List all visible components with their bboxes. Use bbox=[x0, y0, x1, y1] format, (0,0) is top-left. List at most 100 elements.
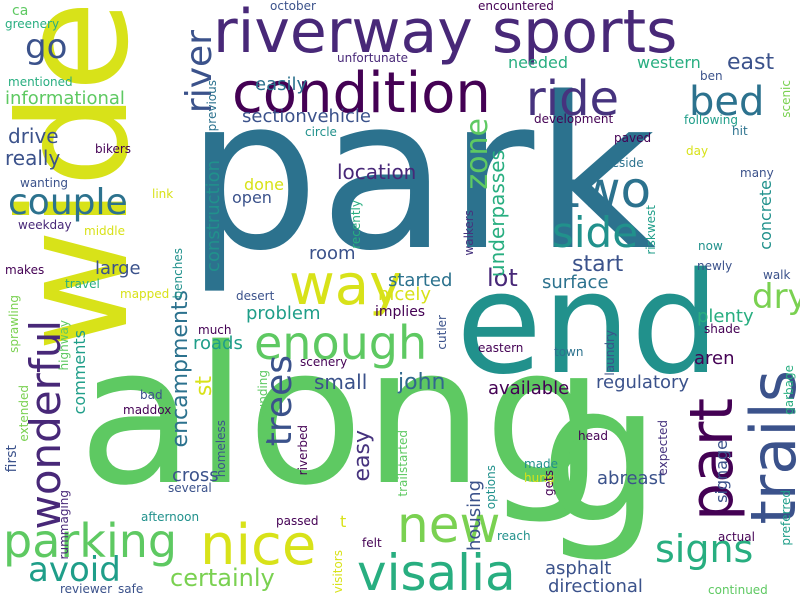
word-eastern: eastern bbox=[478, 341, 524, 355]
word-rummaging: rummaging bbox=[57, 490, 71, 560]
word-laundry: laundry bbox=[603, 330, 617, 376]
word-needed: needed bbox=[508, 53, 568, 72]
word-mentioned: mentioned bbox=[8, 75, 73, 89]
word-continued: continued bbox=[708, 583, 768, 597]
word-travel: travel bbox=[65, 277, 100, 291]
word-g: g bbox=[540, 344, 661, 565]
word-recently: recently bbox=[349, 200, 363, 249]
word-new: new bbox=[397, 496, 501, 554]
word-park: park bbox=[186, 52, 656, 297]
word-sectionvehicle: sectionvehicle bbox=[242, 106, 371, 127]
word-desert: desert bbox=[236, 289, 275, 303]
word-two: two bbox=[560, 161, 652, 219]
word-afternoon: afternoon bbox=[141, 510, 200, 524]
word-location: location bbox=[337, 160, 417, 184]
word-beside: beside bbox=[604, 156, 644, 170]
word-john: john bbox=[398, 370, 446, 395]
word-informational: informational bbox=[5, 88, 125, 109]
word-regulatory: regulatory bbox=[596, 372, 690, 393]
word-following: following bbox=[684, 113, 738, 127]
word-mapped: mapped bbox=[120, 287, 170, 301]
word-done: done bbox=[244, 175, 284, 194]
word-middle: middle bbox=[84, 224, 125, 238]
word-several: several bbox=[168, 481, 212, 495]
word-aren: aren bbox=[694, 348, 735, 369]
word-large: large bbox=[95, 258, 141, 279]
word-head: head bbox=[578, 429, 608, 443]
word-bikers: bikers bbox=[95, 142, 132, 156]
word-much: much bbox=[198, 323, 232, 337]
word-abreast: abreast bbox=[597, 468, 666, 489]
word-way: way bbox=[289, 253, 403, 318]
word-first: first bbox=[4, 445, 20, 473]
word-bad: bad bbox=[140, 388, 163, 402]
word-homeless: homeless bbox=[214, 420, 228, 478]
word-cutler: cutler bbox=[435, 315, 449, 350]
word-underpasses: underpasses bbox=[485, 150, 509, 278]
word-open: open bbox=[232, 188, 272, 207]
word-easy: easy bbox=[350, 430, 375, 482]
word-concrete: concrete bbox=[756, 180, 775, 250]
word-riskwest: riskwest bbox=[644, 205, 658, 255]
word-dry: dry bbox=[752, 277, 800, 317]
word-greenery: greenery bbox=[5, 17, 60, 31]
word-options: options bbox=[484, 465, 498, 510]
word-maddox: maddox bbox=[123, 403, 172, 417]
word-shade: shade bbox=[704, 322, 741, 336]
word-ben: ben bbox=[700, 69, 723, 83]
word-october: october bbox=[270, 0, 316, 13]
word-many: many bbox=[740, 166, 774, 180]
word-surrounding: surrounding bbox=[256, 370, 270, 442]
word-couple: couple bbox=[8, 182, 128, 223]
word-expected: expected bbox=[656, 420, 670, 476]
word-construction: construction bbox=[203, 160, 224, 272]
word-riverway-sports: riverway sports bbox=[213, 0, 678, 67]
word-encampments: encampments bbox=[168, 290, 193, 448]
word-extended: extended bbox=[17, 385, 31, 442]
word-weekday: weekday bbox=[18, 218, 72, 232]
word-roads: roads bbox=[193, 333, 243, 354]
word-go: go bbox=[25, 27, 68, 67]
word-riverbed: riverbed bbox=[296, 425, 310, 476]
word-makes: makes bbox=[5, 263, 45, 277]
word-unfortunate: unfortunate bbox=[337, 51, 409, 65]
word-newly: newly bbox=[697, 259, 733, 273]
word-nicely: nicely bbox=[378, 284, 432, 305]
word-circle: circle bbox=[305, 125, 337, 139]
word-safe: safe bbox=[118, 582, 144, 596]
word-link: link bbox=[152, 187, 174, 201]
word-east: east bbox=[727, 50, 775, 75]
word-previous: previous bbox=[205, 80, 219, 132]
word-day: day bbox=[686, 144, 709, 158]
word-walk: walk bbox=[763, 268, 791, 282]
word-surface: surface bbox=[542, 272, 609, 293]
word-cross: cross bbox=[172, 465, 219, 486]
word-really: really bbox=[5, 146, 61, 170]
word-made: made bbox=[524, 457, 559, 471]
word-actual: actual bbox=[718, 530, 755, 544]
word-started: started bbox=[388, 270, 453, 291]
word-reach: reach bbox=[497, 529, 531, 543]
word-ca: ca bbox=[12, 3, 29, 19]
word-end: end bbox=[456, 243, 720, 406]
word-directional: directional bbox=[548, 576, 643, 597]
word-ride: ride bbox=[526, 71, 620, 127]
word-certainly: certainly bbox=[170, 564, 275, 592]
word-t: t bbox=[340, 512, 347, 531]
word-lot: lot bbox=[487, 264, 518, 292]
word-plenty: plenty bbox=[697, 306, 754, 327]
word-benches: benches bbox=[171, 248, 185, 299]
word-easily: easily bbox=[255, 74, 308, 95]
word-preferred: preferred bbox=[779, 490, 793, 546]
word-comments: comments bbox=[70, 330, 89, 415]
word-avoid: avoid bbox=[28, 550, 121, 590]
word-passed: passed bbox=[276, 514, 319, 528]
word-paved: paved bbox=[614, 131, 652, 145]
word-side: side bbox=[552, 208, 639, 257]
word-garbage: garbage bbox=[782, 365, 796, 415]
word-town: town bbox=[554, 345, 584, 359]
word-gets: gets bbox=[542, 470, 556, 496]
word-signage: signage bbox=[712, 440, 731, 503]
word-room: room bbox=[309, 243, 356, 264]
